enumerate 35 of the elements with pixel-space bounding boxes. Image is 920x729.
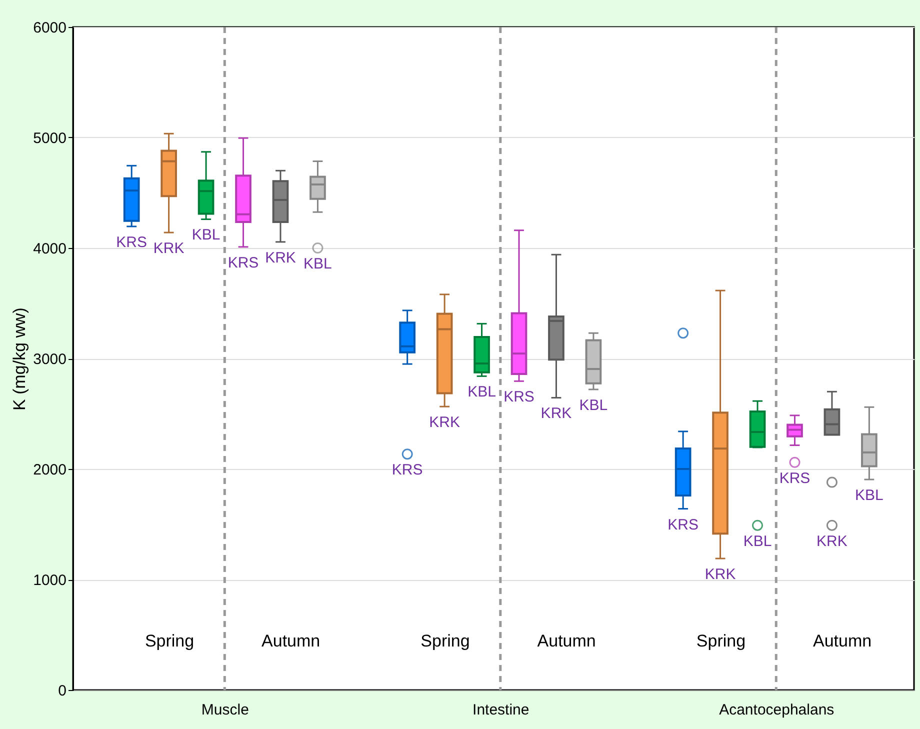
series-label: KRK bbox=[429, 414, 460, 432]
annotation: Autumn bbox=[537, 632, 596, 651]
text: KRS bbox=[228, 254, 259, 272]
y-tick-label: 3000 bbox=[33, 351, 66, 368]
series-label: KRK bbox=[265, 249, 296, 266]
text: KRS bbox=[392, 462, 423, 479]
x-tick-label: Intestine bbox=[472, 702, 530, 718]
x-tick-label: Acantocephalans bbox=[719, 702, 834, 718]
text: KRK bbox=[704, 566, 736, 583]
text: KBL bbox=[855, 486, 884, 504]
text: KRK bbox=[153, 240, 184, 257]
annotation: Spring bbox=[144, 632, 194, 651]
text: KBL bbox=[192, 226, 220, 244]
series-label: KBL bbox=[468, 384, 496, 401]
y-tick-label: 2000 bbox=[33, 462, 66, 478]
series-label: KRS bbox=[504, 388, 534, 406]
annotation: Spring bbox=[420, 632, 470, 651]
annotation: Autumn bbox=[813, 632, 872, 651]
text: KBL bbox=[743, 532, 772, 550]
text: KRK bbox=[540, 405, 572, 422]
text: KRK bbox=[816, 532, 848, 550]
y-tick-label: 6000 bbox=[33, 20, 66, 36]
annotation: Autumn bbox=[262, 632, 320, 651]
text: KRS bbox=[779, 470, 810, 487]
text: KBL bbox=[304, 255, 332, 272]
text: KRS bbox=[668, 516, 698, 534]
y-axis-title: K (mg/kg ww) bbox=[10, 308, 30, 410]
series-label: KBL bbox=[579, 396, 608, 414]
y-tick-label: 0 bbox=[58, 682, 66, 700]
y-tick-label: 4000 bbox=[33, 240, 66, 258]
y-tick-label: 1000 bbox=[33, 572, 66, 589]
x-tick-label: Muscle bbox=[201, 702, 249, 718]
y-tick-label: 5000 bbox=[33, 130, 66, 147]
annotation: Spring bbox=[696, 632, 746, 651]
series-label: KRS bbox=[116, 234, 148, 251]
